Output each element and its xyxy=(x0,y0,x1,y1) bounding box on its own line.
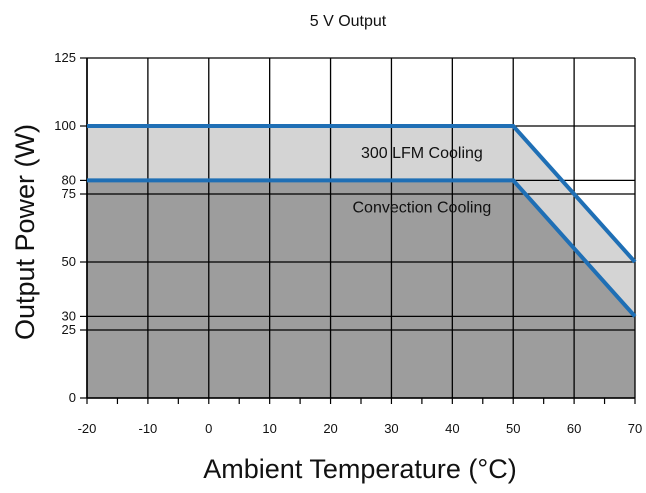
x-tick-label: 20 xyxy=(323,421,337,436)
x-tick-label: 70 xyxy=(628,421,642,436)
annotation-label: Convection Cooling xyxy=(353,200,492,217)
y-tick-label: 25 xyxy=(62,322,76,337)
series-lines xyxy=(87,124,637,318)
x-tick-label: -10 xyxy=(138,421,157,436)
y-tick-label: 80 xyxy=(62,172,76,187)
x-tick-label: 10 xyxy=(262,421,276,436)
annotation-label: 300 LFM Cooling xyxy=(361,145,483,162)
y-tick-label: 125 xyxy=(54,50,76,65)
x-tick-label: -20 xyxy=(78,421,97,436)
annotations: 300 LFM Cooling Convection Cooling xyxy=(353,145,492,216)
y-tick-label: 100 xyxy=(54,118,76,133)
area-fill-lower xyxy=(87,180,635,398)
y-tick-label: 0 xyxy=(69,390,76,405)
series-line-300-lfm xyxy=(87,124,637,264)
y-tick-label: 30 xyxy=(62,308,76,323)
x-tick-label: 40 xyxy=(445,421,459,436)
series-line-convection xyxy=(87,178,637,318)
y-axis-label: Output Power (W) xyxy=(10,124,40,340)
x-tick-label: 50 xyxy=(506,421,520,436)
x-tick-label: 30 xyxy=(384,421,398,436)
x-tick-label: 0 xyxy=(205,421,212,436)
chart-title: 5 V Output xyxy=(310,13,387,30)
y-tick-label: 50 xyxy=(62,254,76,269)
y-tick-label: 75 xyxy=(62,186,76,201)
x-tick-label: 60 xyxy=(567,421,581,436)
x-axis-label: Ambient Temperature (°C) xyxy=(203,454,516,484)
